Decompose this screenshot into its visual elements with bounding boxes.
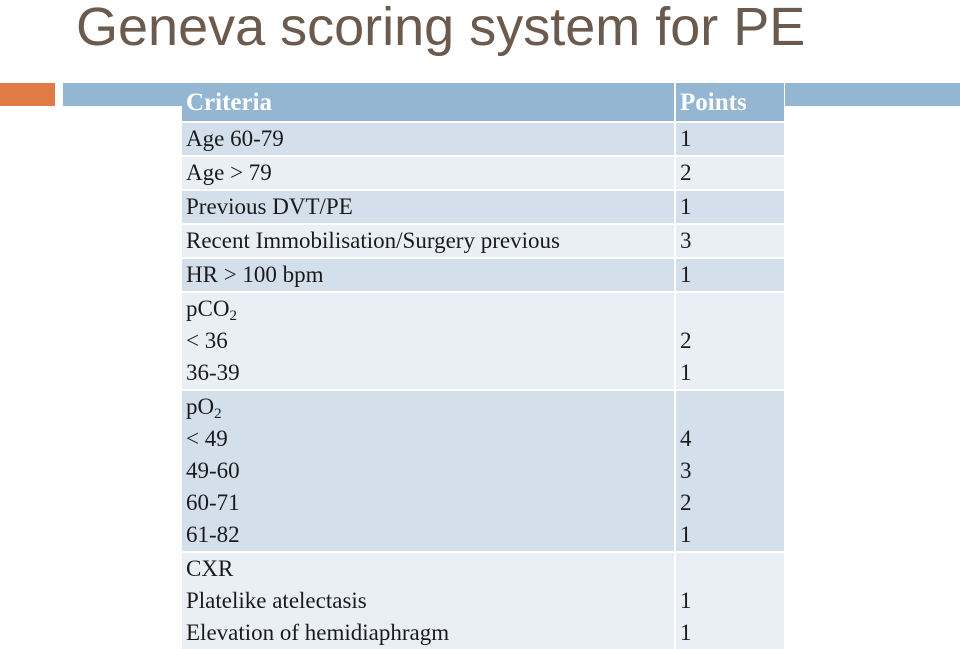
points-cell: 1 bbox=[674, 257, 784, 292]
pco2-range: 36-39 bbox=[186, 360, 240, 385]
criteria-cell: Previous DVT/PE bbox=[182, 189, 675, 224]
points-cell: 4 3 2 1 bbox=[674, 389, 784, 552]
accent-bar bbox=[0, 83, 55, 106]
cxr-finding: Elevation of hemidiaphragm bbox=[186, 620, 450, 645]
po2-range: 60-71 bbox=[186, 490, 240, 515]
cxr-points: 1 bbox=[680, 620, 692, 645]
geneva-score-table: Criteria Points Age 60-79 1 Age > 79 2 P… bbox=[182, 83, 784, 649]
points-cell: 1 bbox=[674, 121, 784, 156]
po2-range: < 49 bbox=[186, 426, 228, 451]
po2-points: 4 bbox=[680, 426, 692, 451]
po2-points: 1 bbox=[680, 522, 692, 547]
po2-points: 3 bbox=[680, 458, 692, 483]
points-cell: 1 1 bbox=[674, 551, 784, 649]
table-header-row: Criteria Points bbox=[182, 83, 784, 123]
table-row-pco2: pCO2 < 36 36-39 2 1 bbox=[182, 291, 784, 390]
slide-title: Geneva scoring system for PE bbox=[76, 0, 806, 57]
table-row: Age > 79 2 bbox=[182, 155, 784, 190]
pco2-label: pCO2 bbox=[186, 296, 237, 324]
criteria-cell: Recent Immobilisation/Surgery previous bbox=[182, 223, 675, 258]
table-row: Age 60-79 1 bbox=[182, 121, 784, 156]
criteria-header: Criteria bbox=[182, 83, 675, 123]
table-row: HR > 100 bpm 1 bbox=[182, 257, 784, 292]
table-row-cxr: CXR Platelike atelectasis Elevation of h… bbox=[182, 551, 784, 649]
points-cell: 2 1 bbox=[674, 291, 784, 390]
criteria-cell: pCO2 < 36 36-39 bbox=[182, 291, 675, 390]
pco2-points: 1 bbox=[680, 360, 692, 385]
pco2-range: < 36 bbox=[186, 328, 228, 353]
po2-range: 61-82 bbox=[186, 522, 240, 547]
points-cell: 2 bbox=[674, 155, 784, 190]
criteria-cell: Age 60-79 bbox=[182, 121, 675, 156]
header-rule-right bbox=[785, 83, 960, 106]
po2-label: pO2 bbox=[186, 394, 222, 422]
cxr-finding: Platelike atelectasis bbox=[186, 588, 367, 613]
table-row-po2: pO2 < 49 49-60 60-71 61-82 4 3 2 1 bbox=[182, 389, 784, 552]
criteria-cell: Age > 79 bbox=[182, 155, 675, 190]
points-cell: 3 bbox=[674, 223, 784, 258]
table-row: Recent Immobilisation/Surgery previous 3 bbox=[182, 223, 784, 258]
po2-range: 49-60 bbox=[186, 458, 240, 483]
cxr-points: 1 bbox=[680, 588, 692, 613]
points-cell: 1 bbox=[674, 189, 784, 224]
criteria-cell: pO2 < 49 49-60 60-71 61-82 bbox=[182, 389, 675, 552]
cxr-label: CXR bbox=[186, 556, 234, 581]
table-row: Previous DVT/PE 1 bbox=[182, 189, 784, 224]
header-rule-left bbox=[63, 83, 185, 106]
points-header: Points bbox=[674, 83, 784, 123]
pco2-points: 2 bbox=[680, 328, 692, 353]
criteria-cell: CXR Platelike atelectasis Elevation of h… bbox=[182, 551, 675, 649]
po2-points: 2 bbox=[680, 490, 692, 515]
criteria-cell: HR > 100 bpm bbox=[182, 257, 675, 292]
